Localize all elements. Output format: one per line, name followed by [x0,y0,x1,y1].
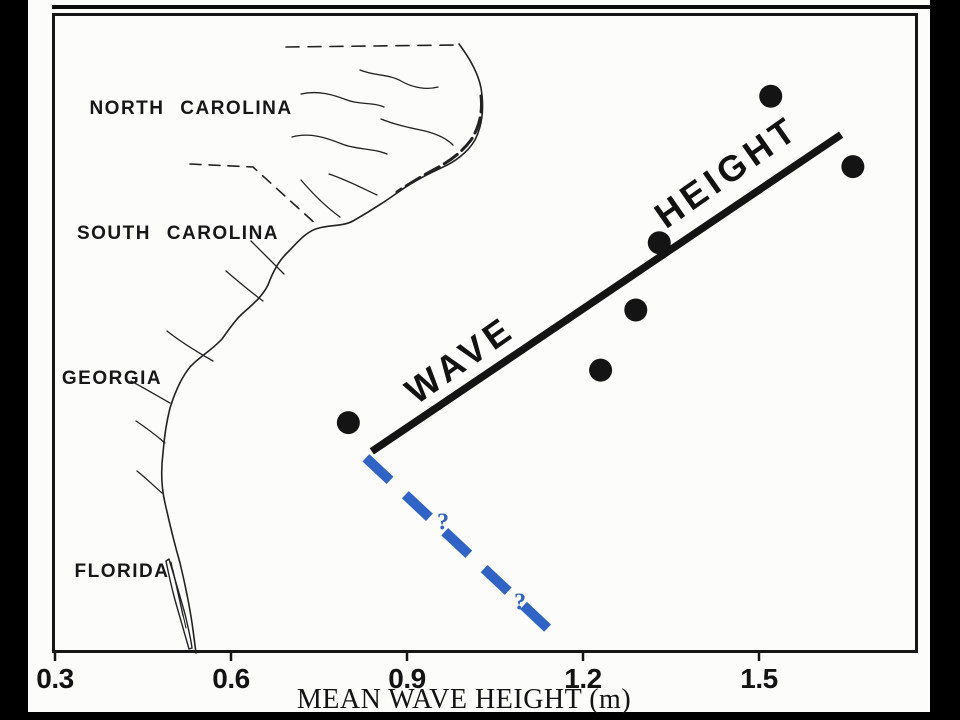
state-border-dashed-va-nc [285,44,461,48]
florida-barrier-sliver [165,558,193,650]
chart-marks [53,84,865,661]
x-axis-title: MEAN WAVE HEIGHT (m) [296,684,632,715]
question-mark-annotation-1: ? [437,509,449,536]
map-label-north-carolina: NORTH CAROLINA [89,98,293,119]
map-label-south-carolina: SOUTH CAROLINA [76,223,280,244]
data-point [624,298,648,322]
left-filmstrip-bar [0,0,28,720]
x-tick-label-0.9: 0.9 [388,663,426,694]
x-tick-label-0.6: 0.6 [212,663,250,694]
rivers-and-sounds [130,69,454,494]
right-filmstrip-bar [930,0,960,720]
data-point [841,155,865,179]
data-point [759,84,783,108]
coastline-map [130,43,484,654]
x-tick-label-1.2: 1.2 [564,663,602,694]
x-tick-label-0.3: 0.3 [36,663,74,694]
plot-frame [52,13,918,653]
barrier-islands-dashed [395,94,483,194]
map-label-georgia: GEORGIA [61,368,163,389]
map-label-florida: FLORIDA [74,561,170,582]
wave-height-trend-line [369,131,844,455]
data-point [647,231,671,255]
florida-barrier-hatch [170,561,187,629]
bottom-filmstrip-bar [0,712,960,720]
state-border-dashed-nc-sc [189,163,319,227]
uncertain-extension-dashed-line [362,454,558,638]
x-tick-label-1.5: 1.5 [740,663,778,694]
data-point [589,358,613,382]
data-point [336,411,360,435]
top-edge-line [52,5,931,9]
question-mark-annotation-2: ? [514,589,526,616]
coastline-path [160,43,484,654]
